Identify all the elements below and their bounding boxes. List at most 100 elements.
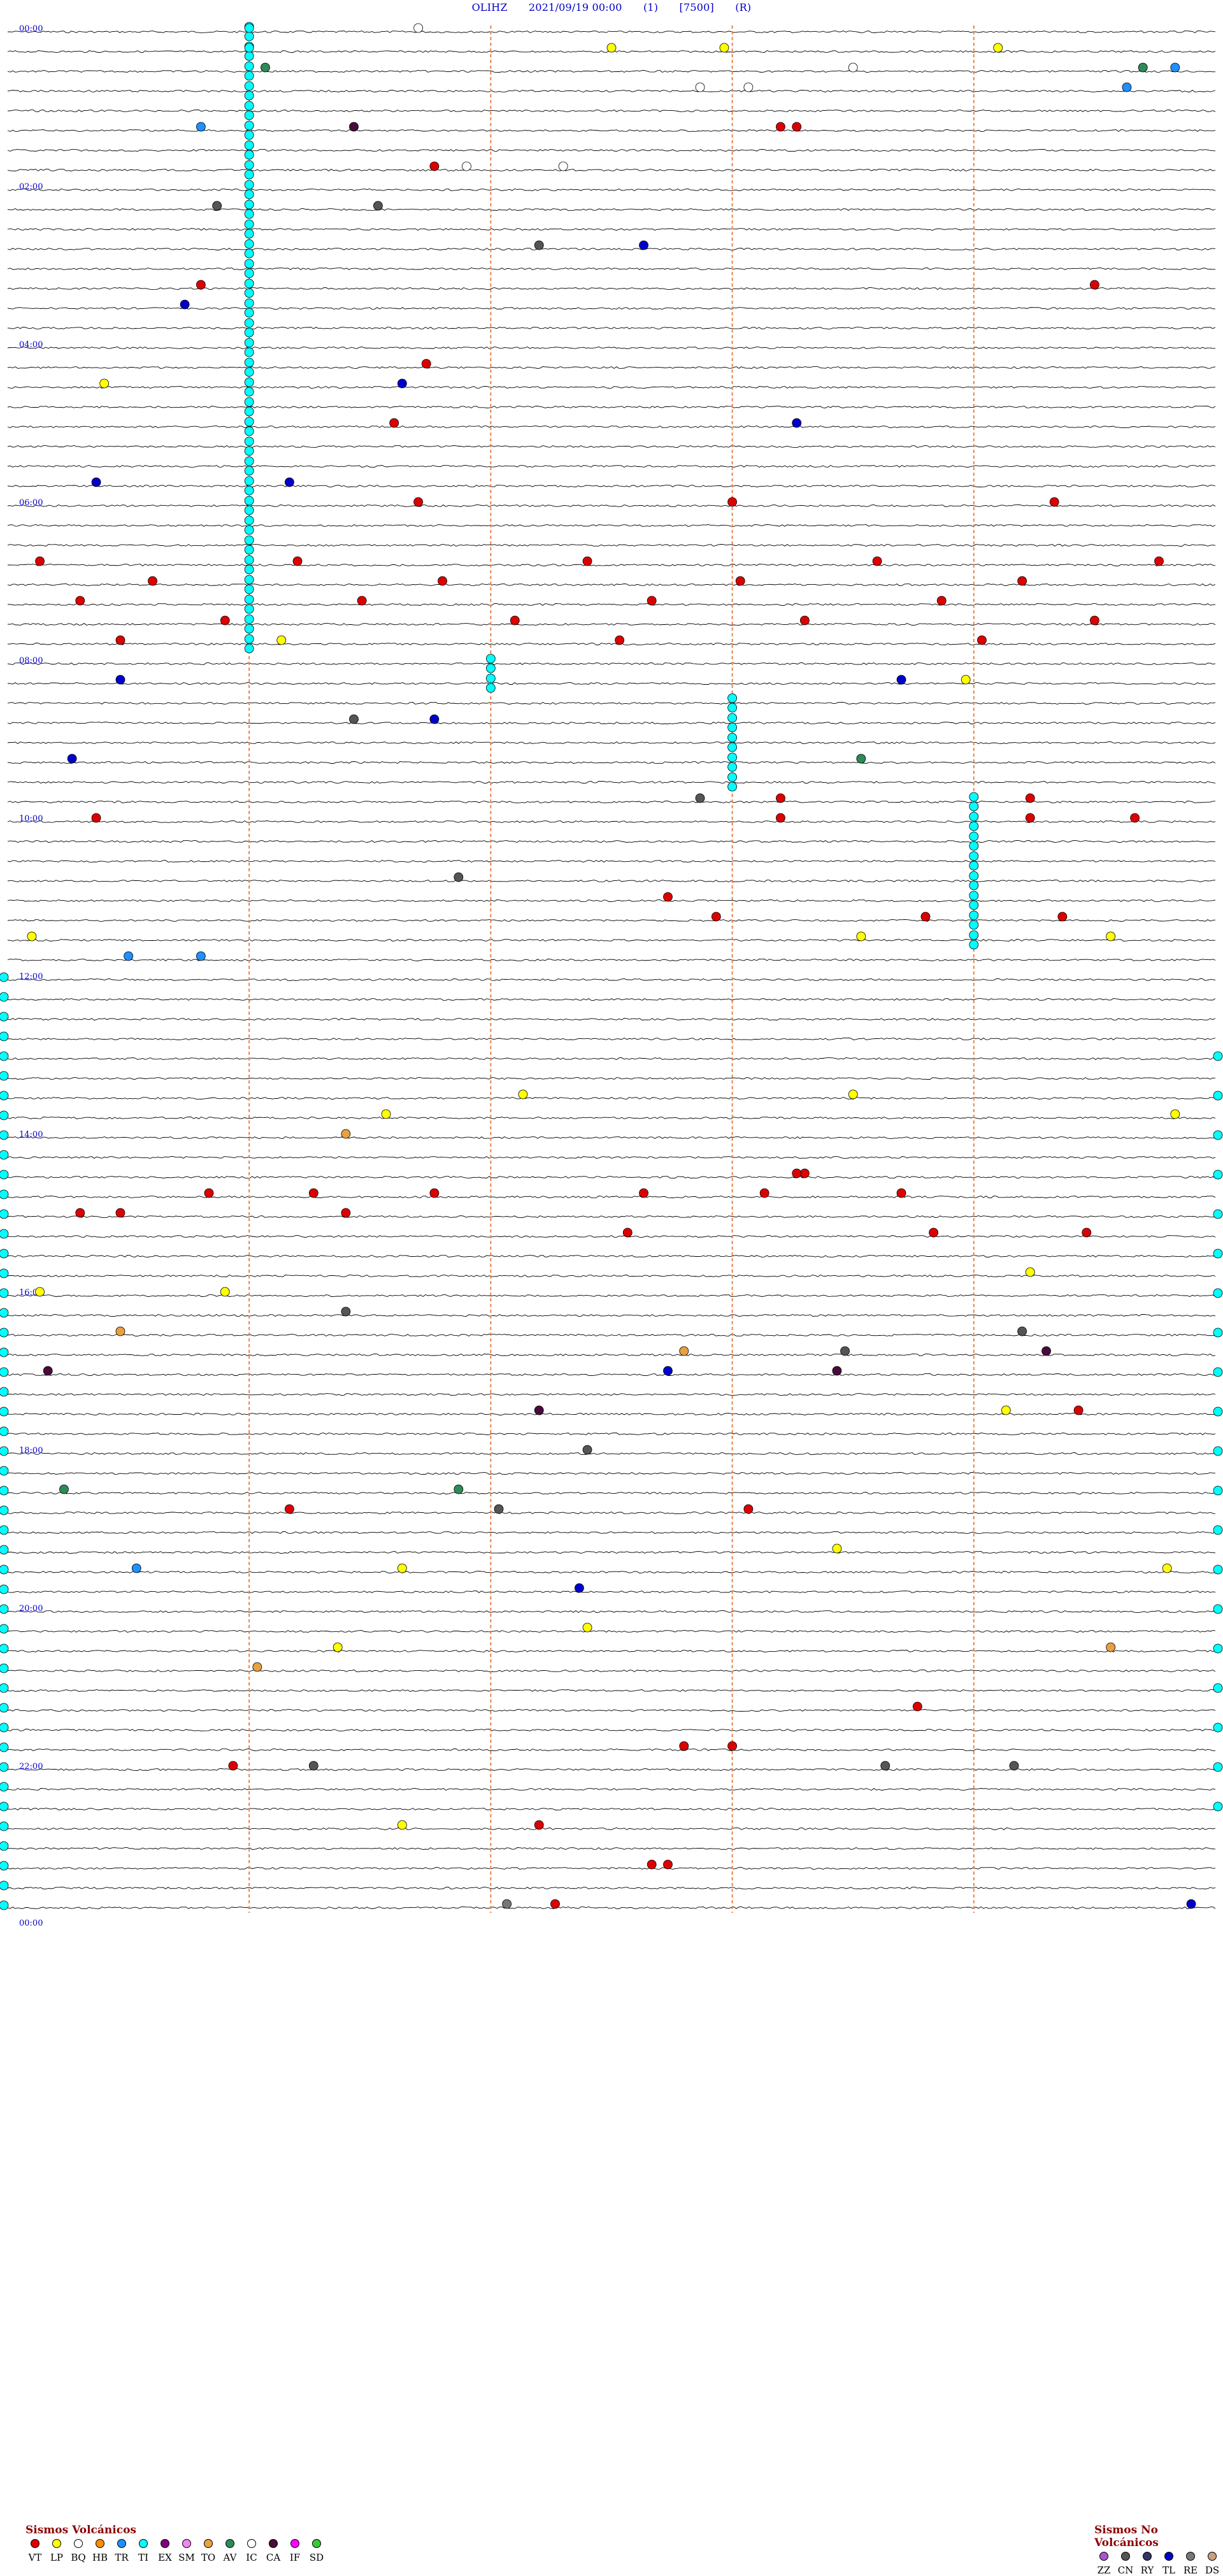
event-VT-15 bbox=[776, 122, 785, 132]
legend-item-to: TO bbox=[199, 2539, 218, 2563]
event-TO-86 bbox=[341, 1129, 351, 1139]
trace-row-22 bbox=[7, 464, 1216, 468]
trace-row-45 bbox=[7, 919, 1216, 922]
trace-row-76 bbox=[7, 1531, 1216, 1535]
event-VT-96 bbox=[115, 1208, 125, 1218]
legend-dot-ex bbox=[161, 2539, 169, 2548]
trace-row-47 bbox=[7, 958, 1216, 961]
event-LP-127 bbox=[582, 1622, 592, 1633]
trace-row-63 bbox=[7, 1274, 1216, 1278]
trace-row-2 bbox=[7, 69, 1216, 73]
trace-row-9 bbox=[7, 208, 1216, 211]
trace-row-91 bbox=[7, 1827, 1216, 1831]
event-VT-30 bbox=[389, 418, 399, 428]
tremor-col-0-7-0 bbox=[244, 160, 254, 170]
event-BQ-18 bbox=[462, 161, 471, 171]
tremor-col-3-41-0 bbox=[969, 831, 979, 841]
tremor-col-0-27-1 bbox=[244, 564, 254, 575]
tremor-left-62 bbox=[0, 1249, 9, 1259]
legend-dot-if bbox=[290, 2539, 299, 2548]
trace-row-23 bbox=[7, 484, 1216, 488]
tremor-right-54 bbox=[1213, 1091, 1223, 1101]
trace-row-59 bbox=[7, 1195, 1216, 1198]
legend-code-to: TO bbox=[201, 2552, 216, 2563]
event-VT-43 bbox=[438, 576, 447, 586]
tremor-col-2-34-1 bbox=[727, 703, 737, 713]
event-VT-24 bbox=[196, 280, 206, 290]
event-VT-73 bbox=[663, 892, 673, 902]
hour-labels: 00:00 02:00 04:00 06:00 08:00 10:00 12:00 14:00… bbox=[19, 24, 43, 1928]
tremor-col-1-32-0 bbox=[486, 654, 496, 664]
tremor-col-0-3-1 bbox=[244, 90, 254, 101]
tremor-col-0-19-1 bbox=[244, 406, 254, 417]
tremor-right-86 bbox=[1213, 1722, 1223, 1733]
trace-row-51 bbox=[7, 1037, 1216, 1041]
event-VT-71 bbox=[1130, 813, 1140, 823]
tremor-right-90 bbox=[1213, 1801, 1223, 1812]
time-marker-lines bbox=[248, 25, 975, 1913]
legend-code-ry: RY bbox=[1140, 2565, 1154, 2576]
tremor-left-72 bbox=[0, 1446, 9, 1456]
trace-row-54 bbox=[7, 1096, 1216, 1100]
trace-row-75 bbox=[7, 1511, 1216, 1515]
event-VT-53 bbox=[1090, 615, 1099, 626]
tremor-col-3-42-0 bbox=[969, 851, 979, 861]
legend-code-cn: CN bbox=[1117, 2565, 1134, 2576]
tremor-col-0-2-1 bbox=[244, 71, 254, 81]
tremor-left-61 bbox=[0, 1229, 9, 1239]
trace-row-41 bbox=[7, 840, 1215, 843]
tremor-right-76 bbox=[1213, 1525, 1223, 1535]
event-VT-68 bbox=[91, 813, 101, 823]
tremor-left-93 bbox=[0, 1861, 9, 1871]
event-VT-45 bbox=[1017, 576, 1027, 586]
trace-row-71 bbox=[7, 1432, 1216, 1435]
legend-item-ti: TI bbox=[134, 2539, 153, 2563]
event-VT-141 bbox=[663, 1859, 673, 1870]
event-BQ-1 bbox=[413, 23, 424, 33]
tremor-right-70 bbox=[1213, 1406, 1223, 1417]
legend-item-ex: EX bbox=[155, 2539, 175, 2563]
tremor-col-0-4-1 bbox=[244, 110, 254, 120]
tremor-col-1-33-1 bbox=[486, 683, 496, 693]
event-CN-116 bbox=[582, 1445, 592, 1455]
tremor-col-3-40-0 bbox=[969, 812, 979, 822]
legend-dot-tl bbox=[1164, 2552, 1173, 2561]
event-LP-77 bbox=[27, 931, 37, 941]
tremor-left-81 bbox=[0, 1624, 9, 1634]
tremor-right-66 bbox=[1213, 1327, 1223, 1338]
event-VT-57 bbox=[977, 635, 987, 645]
tremor-left-59 bbox=[0, 1189, 9, 1199]
tremor-col-0-1-1 bbox=[244, 51, 254, 61]
event-VT-51 bbox=[510, 615, 520, 626]
legend-item-re: RE bbox=[1181, 2552, 1200, 2576]
hour-label-3: 06:00 bbox=[19, 498, 43, 508]
tremor-left-83 bbox=[0, 1663, 9, 1673]
tremor-right-72 bbox=[1213, 1446, 1223, 1456]
tremor-col-0-28-1 bbox=[244, 584, 254, 594]
legend-item-bq: BQ bbox=[69, 2539, 88, 2563]
tremor-col-0-6-1 bbox=[244, 150, 254, 160]
trace-row-26 bbox=[7, 543, 1216, 547]
tremor-col-0-29-0 bbox=[244, 594, 254, 605]
trace-row-92 bbox=[7, 1847, 1216, 1850]
trace-row-42 bbox=[7, 859, 1216, 863]
tremor-col-3-41-1 bbox=[969, 841, 979, 851]
hour-label-4: 08:00 bbox=[19, 656, 43, 666]
tremor-col-0-19-0 bbox=[244, 397, 254, 407]
tremor-col-0-5-0 bbox=[244, 120, 254, 131]
event-VT-70 bbox=[1025, 813, 1035, 823]
legend-item-sm: SM bbox=[177, 2539, 196, 2563]
event-LP-124 bbox=[397, 1563, 407, 1573]
tremor-left-94 bbox=[0, 1880, 9, 1891]
event-AV-117 bbox=[59, 1484, 69, 1494]
event-CA-113 bbox=[534, 1405, 544, 1415]
tremor-left-70 bbox=[0, 1406, 9, 1417]
event-VT-143 bbox=[550, 1899, 560, 1909]
legend-dot-sd bbox=[312, 2539, 321, 2548]
tremor-left-65 bbox=[0, 1308, 9, 1318]
legend-code-ic: IC bbox=[246, 2552, 257, 2563]
trace-row-33 bbox=[7, 682, 1216, 685]
trace-row-13 bbox=[7, 287, 1216, 290]
tremor-col-0-23-1 bbox=[244, 485, 254, 496]
trace-row-17 bbox=[7, 366, 1216, 369]
